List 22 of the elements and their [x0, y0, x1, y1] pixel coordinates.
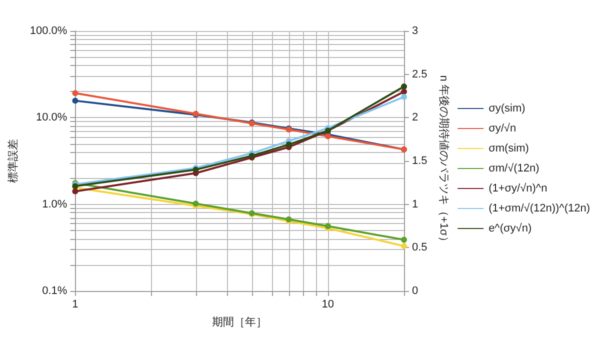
y2-tick-label: 1 — [412, 198, 418, 210]
legend-label: σm(sim) — [488, 142, 529, 154]
y2-axis-title: n 年後の期待値のバラツキ（+1σ） — [438, 75, 450, 247]
legend-label: σm/√(12n) — [488, 162, 540, 174]
x-axis-title: 期間［年］ — [212, 316, 268, 328]
legend-label: (1+σy/√n)^n — [488, 182, 548, 194]
y-tick-label: 10.0% — [36, 112, 68, 124]
legend-label: σy/√n — [488, 122, 516, 134]
x-tick-label: 10 — [322, 298, 334, 310]
legend-label: e^(σy√n) — [488, 222, 532, 234]
legend-label: σy(sim) — [488, 102, 526, 114]
y2-tick-label: 0 — [412, 285, 418, 297]
y-tick-label: 1.0% — [42, 198, 68, 210]
y-tick-label: 0.1% — [42, 285, 68, 297]
y2-tick-label: 2.5 — [412, 68, 428, 80]
y2-tick-label: 0.5 — [412, 242, 428, 254]
y2-tick-label: 2 — [412, 112, 418, 124]
y-axis-title: 標準誤差 — [6, 139, 20, 183]
legend-label: (1+σm/√(12n))^(12n) — [488, 202, 590, 214]
y-tick-label: 100.0% — [30, 25, 68, 37]
y2-tick-label: 3 — [412, 25, 418, 37]
y2-tick-label: 1.5 — [412, 155, 428, 167]
